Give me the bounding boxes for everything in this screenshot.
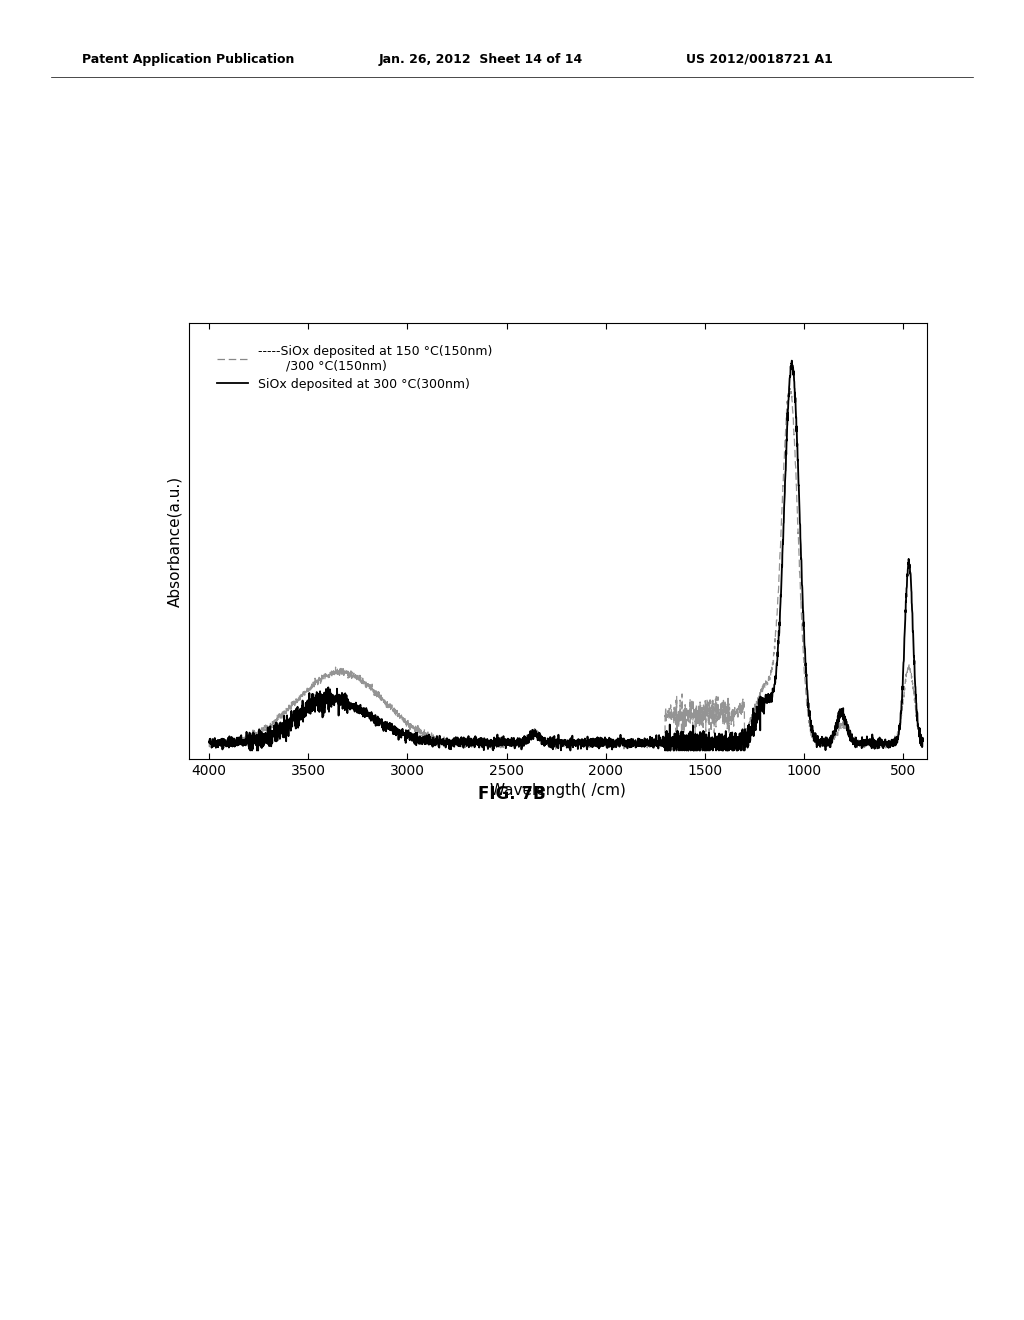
Text: FIG. 7B: FIG. 7B bbox=[478, 784, 546, 803]
X-axis label: Wavelength( /cm): Wavelength( /cm) bbox=[490, 783, 626, 799]
Legend: -----SiOx deposited at 150 °C(150nm)
       /300 °C(150nm), SiOx deposited at 30: -----SiOx deposited at 150 °C(150nm) /30… bbox=[211, 338, 499, 397]
Y-axis label: Absorbance(a.u.): Absorbance(a.u.) bbox=[168, 475, 182, 607]
Text: Patent Application Publication: Patent Application Publication bbox=[82, 53, 294, 66]
Text: US 2012/0018721 A1: US 2012/0018721 A1 bbox=[686, 53, 833, 66]
Text: Jan. 26, 2012  Sheet 14 of 14: Jan. 26, 2012 Sheet 14 of 14 bbox=[379, 53, 583, 66]
